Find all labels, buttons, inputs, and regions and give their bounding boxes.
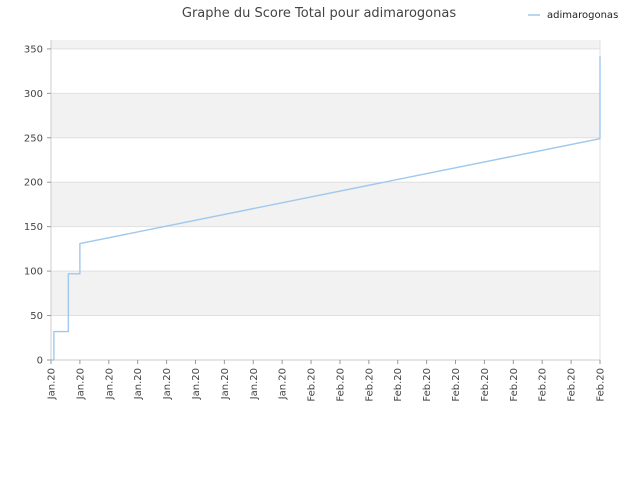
grid-bands xyxy=(50,40,601,361)
y-tick-label: 50 xyxy=(30,311,43,322)
y-tick-label: 300 xyxy=(24,89,43,100)
y-tick-label: 100 xyxy=(24,267,43,278)
x-tick-label: Jan.20 xyxy=(47,368,58,400)
y-tick-label: 0 xyxy=(37,356,43,367)
plot-area xyxy=(51,56,601,361)
x-tick-label: Jan.20 xyxy=(133,368,144,400)
grid-band xyxy=(51,182,600,227)
x-tick-label: Jan.20 xyxy=(220,368,231,400)
x-tick-label: Jan.20 xyxy=(249,368,260,400)
y-tick-label: 250 xyxy=(24,133,43,144)
x-tick-label: Feb.20 xyxy=(567,368,578,402)
legend: adimarogonas xyxy=(528,10,618,21)
x-tick-label: Feb.20 xyxy=(596,368,607,402)
x-tick-label: Jan.20 xyxy=(191,368,202,400)
y-axis: 0 50 100 150 200 250 300 350 xyxy=(24,44,51,367)
x-tick-label: Feb.20 xyxy=(364,368,375,402)
y-tick-label: 350 xyxy=(24,44,43,55)
x-tick-label: Jan.20 xyxy=(104,368,115,400)
x-tick-label: Feb.20 xyxy=(538,368,549,402)
grid-band xyxy=(51,271,600,316)
x-tick-label: Jan.20 xyxy=(75,368,86,400)
x-tick-label: Feb.20 xyxy=(451,368,462,402)
x-tick-label: Feb.20 xyxy=(509,368,520,402)
grid-band xyxy=(51,93,600,138)
x-tick-label: Feb.20 xyxy=(393,368,404,402)
chart-title: Graphe du Score Total pour adimarogonas xyxy=(182,6,456,21)
x-tick-label: Feb.20 xyxy=(335,368,346,402)
grid-band xyxy=(51,40,600,49)
x-tick-label: Feb.20 xyxy=(307,368,318,402)
x-tick-label: Feb.20 xyxy=(480,368,491,402)
y-tick-label: 150 xyxy=(24,222,43,233)
legend-label: adimarogonas xyxy=(547,10,618,21)
y-tick-label: 200 xyxy=(24,178,43,189)
x-tick-label: Jan.20 xyxy=(162,368,173,400)
x-axis: Jan.20 Jan.20 Jan.20 Jan.20 Jan.20 Jan.20 Jan.… xyxy=(47,360,607,402)
x-tick-label: Feb.20 xyxy=(422,368,433,402)
x-tick-label: Jan.20 xyxy=(278,368,289,400)
series-line xyxy=(51,56,601,361)
